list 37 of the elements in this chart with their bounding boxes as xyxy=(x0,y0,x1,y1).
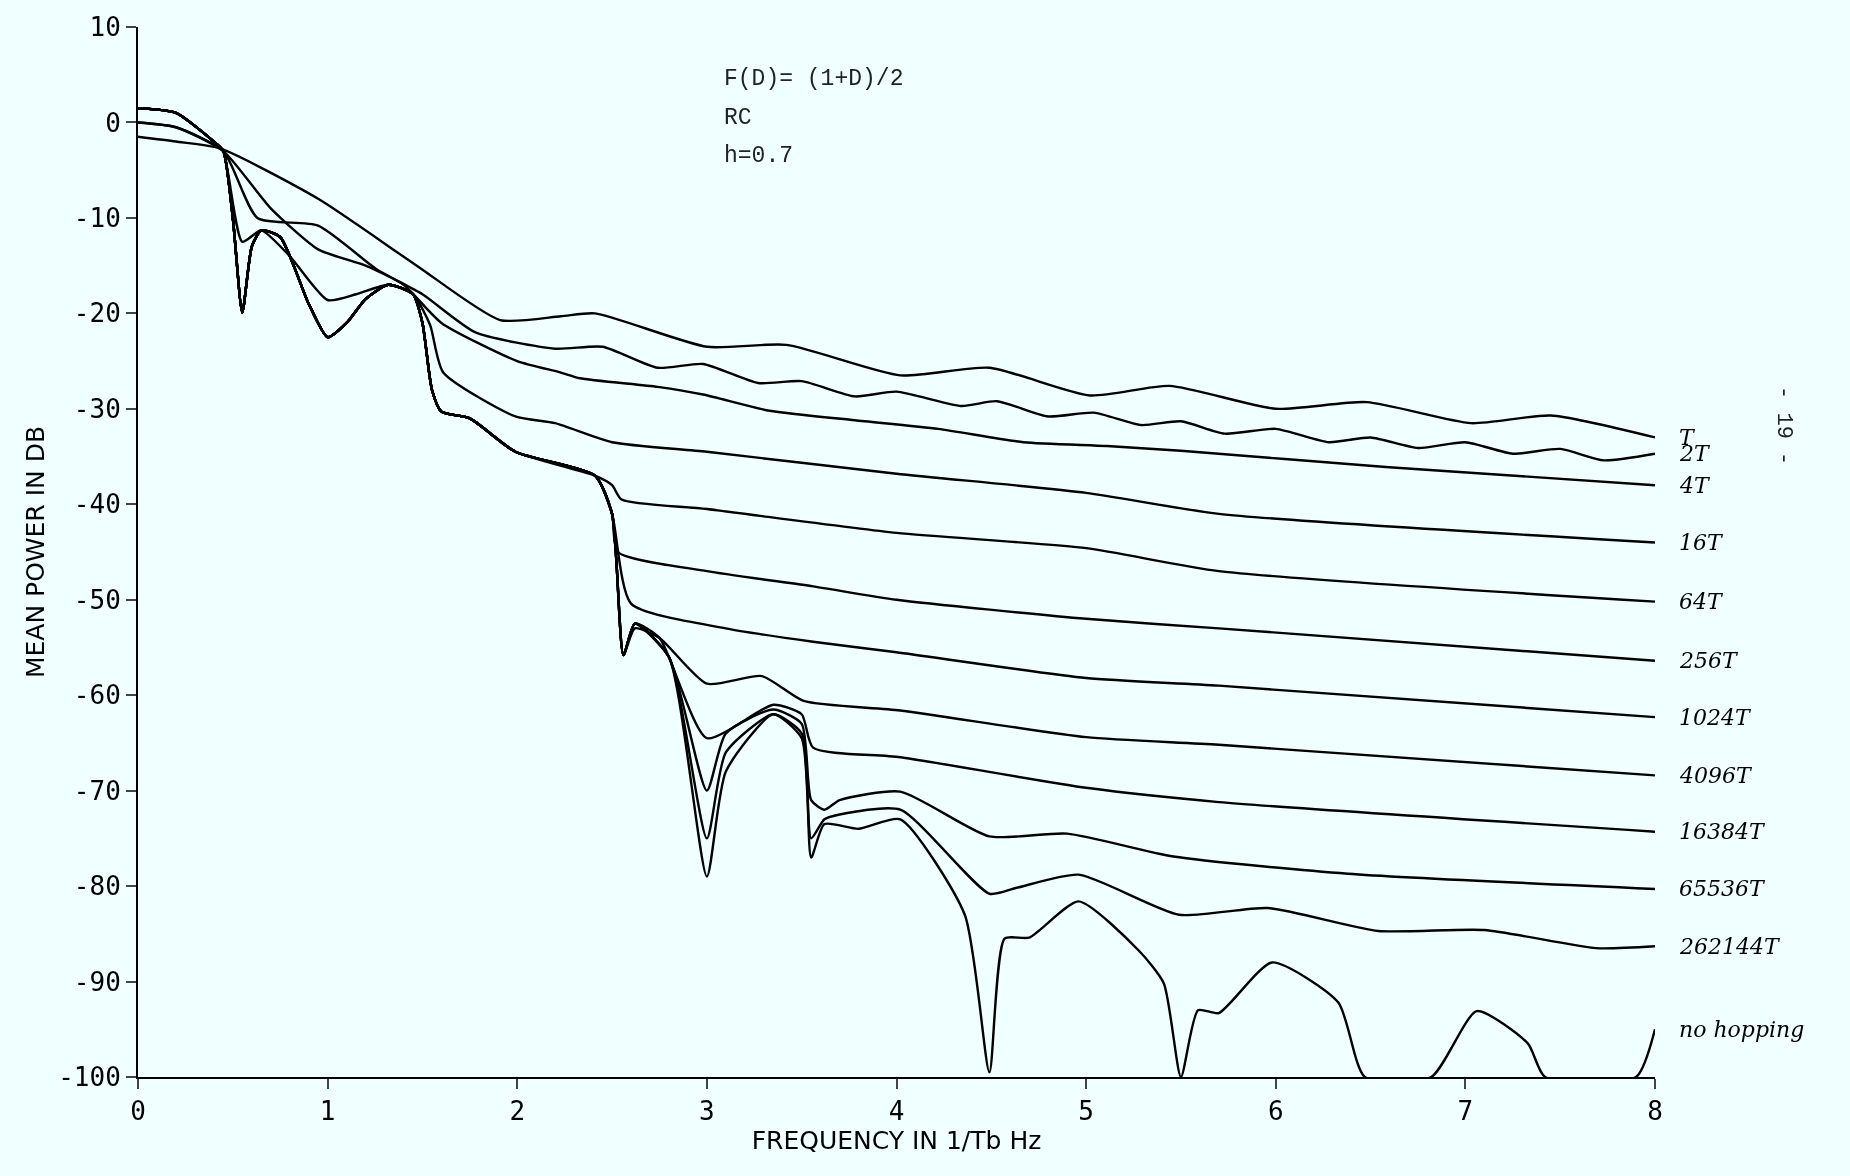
series-label: 16T xyxy=(1679,530,1724,555)
annotation: RC xyxy=(724,105,752,131)
x-tick-label: 1 xyxy=(319,1096,336,1127)
x-tick-label: 8 xyxy=(1647,1096,1663,1127)
series-label: 65536T xyxy=(1679,876,1766,901)
series-label: 256T xyxy=(1679,648,1739,673)
x-tick-label: 4 xyxy=(888,1096,905,1127)
series-label: no hopping xyxy=(1679,1017,1805,1042)
y-tick-label: 10 xyxy=(89,12,121,43)
x-tick-label: 2 xyxy=(509,1096,526,1127)
annotation: F(D)= (1+D)/2 xyxy=(724,66,904,92)
y-tick-label: -60 xyxy=(73,680,121,711)
y-tick-label: -50 xyxy=(73,584,121,615)
x-tick-label: 3 xyxy=(699,1096,715,1127)
annotation: h=0.7 xyxy=(724,143,794,169)
y-tick-label: -10 xyxy=(73,203,121,234)
series-label: 16384T xyxy=(1679,819,1766,844)
series-label: 1024T xyxy=(1679,705,1752,730)
text: - 19 - xyxy=(1770,386,1796,466)
series-label: 64T xyxy=(1679,589,1724,614)
x-tick-label: 7 xyxy=(1457,1096,1474,1127)
y-tick-label: -80 xyxy=(73,871,121,902)
y-axis-title: MEAN POWER IN DB xyxy=(21,425,51,679)
series-label: 4096T xyxy=(1679,763,1753,788)
y-tick-label: -70 xyxy=(73,775,121,806)
x-tick-label: 6 xyxy=(1267,1096,1284,1127)
x-tick-label: 5 xyxy=(1078,1096,1094,1127)
y-tick-label: 0 xyxy=(105,107,121,138)
series-label: 262144T xyxy=(1679,934,1781,959)
x-tick-label: 0 xyxy=(130,1096,146,1127)
x-axis-title: FREQUENCY IN 1/Tb Hz xyxy=(751,1126,1042,1156)
series-label: 4T xyxy=(1679,473,1711,498)
y-tick-label: -20 xyxy=(73,298,121,329)
y-tick-label: -90 xyxy=(73,966,121,997)
y-tick-label: -100 xyxy=(58,1062,121,1093)
y-tick-label: -30 xyxy=(73,393,121,424)
y-tick-label: -40 xyxy=(73,489,121,520)
